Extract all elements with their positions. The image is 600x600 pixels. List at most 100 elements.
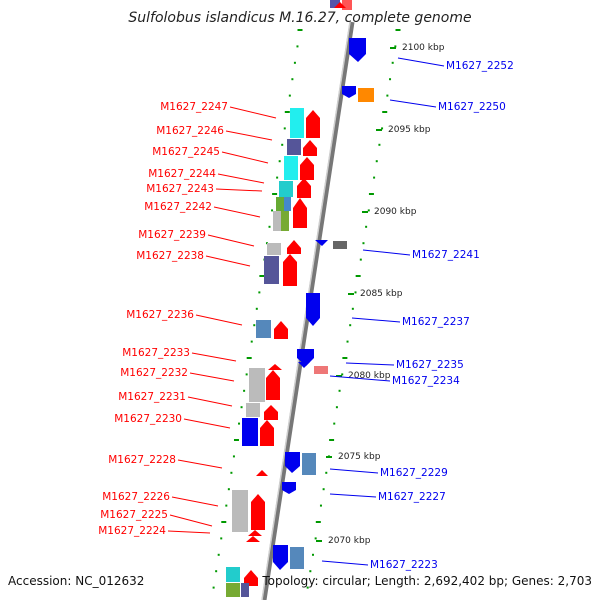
gene-label[interactable]: M1627_2233 xyxy=(122,347,190,359)
scale-label: 2095 kbp xyxy=(388,125,431,135)
gene-feature[interactable] xyxy=(242,418,258,446)
scale-tick xyxy=(316,540,322,542)
gene-feature[interactable] xyxy=(333,241,347,249)
gene-arrow[interactable] xyxy=(298,362,310,368)
gene-label[interactable]: M1627_2247 xyxy=(160,101,228,113)
gene-label[interactable]: M1627_2234 xyxy=(392,375,460,387)
gene-feature[interactable] xyxy=(226,567,240,582)
gene-arrow[interactable] xyxy=(256,470,268,476)
gene-feature[interactable] xyxy=(226,583,240,597)
gene-label[interactable]: M1627_2252 xyxy=(446,60,514,72)
scale-tick xyxy=(362,242,365,245)
gene-feature[interactable] xyxy=(276,197,284,211)
gene-feature[interactable] xyxy=(287,139,301,155)
gene-label[interactable]: M1627_2242 xyxy=(144,201,212,213)
gene-feature[interactable] xyxy=(290,108,304,138)
gene-label[interactable]: M1627_2227 xyxy=(378,491,446,503)
gene-arrow[interactable] xyxy=(293,198,307,228)
gene-arrow[interactable] xyxy=(248,530,262,536)
gene-feature[interactable] xyxy=(342,0,352,10)
gene-feature[interactable] xyxy=(256,320,271,338)
label-leader-line xyxy=(217,173,265,184)
scale-tick xyxy=(220,537,223,540)
gene-feature[interactable] xyxy=(232,490,248,532)
gene-arrow[interactable] xyxy=(260,420,274,446)
gene-arrow[interactable] xyxy=(264,405,278,420)
scale-tick xyxy=(378,143,381,146)
gene-arrow[interactable] xyxy=(268,364,282,370)
gene-label[interactable]: M1627_2228 xyxy=(108,454,176,466)
gene-label[interactable]: M1627_2224 xyxy=(98,525,166,537)
gene-label[interactable]: M1627_2232 xyxy=(120,367,188,379)
gene-arrow[interactable] xyxy=(282,482,296,494)
gene-feature[interactable] xyxy=(249,368,265,402)
gene-feature[interactable] xyxy=(358,88,374,102)
scale-tick xyxy=(265,242,268,245)
scale-tick xyxy=(271,209,274,212)
gene-label[interactable]: M1627_2237 xyxy=(402,316,470,328)
scale-tick xyxy=(243,389,246,392)
gene-feature[interactable] xyxy=(246,403,260,417)
gene-feature[interactable] xyxy=(302,453,316,475)
gene-feature[interactable] xyxy=(290,547,304,569)
scale-tick xyxy=(238,422,241,425)
label-leader-line xyxy=(362,249,411,256)
gene-label[interactable]: M1627_2231 xyxy=(118,391,186,403)
scale-tick xyxy=(293,61,296,64)
scale-tick xyxy=(232,455,235,458)
gene-label[interactable]: M1627_2238 xyxy=(136,250,204,262)
gene-feature[interactable] xyxy=(284,197,291,211)
gene-arrow[interactable] xyxy=(297,349,314,366)
scale-tick xyxy=(272,193,278,195)
label-leader-line xyxy=(205,255,251,267)
gene-arrow[interactable] xyxy=(244,570,258,586)
gene-feature[interactable] xyxy=(273,211,281,231)
gene-arrow[interactable] xyxy=(306,293,320,326)
scale-tick xyxy=(389,78,392,81)
gene-feature[interactable] xyxy=(330,0,340,8)
gene-label[interactable]: M1627_2230 xyxy=(114,413,182,425)
gene-feature[interactable] xyxy=(281,211,289,231)
gene-feature[interactable] xyxy=(264,256,279,284)
gene-arrow[interactable] xyxy=(306,110,320,138)
scale-tick xyxy=(276,176,279,179)
gene-label[interactable]: M1627_2246 xyxy=(156,125,224,137)
gene-feature[interactable] xyxy=(284,156,298,180)
gene-label[interactable]: M1627_2229 xyxy=(380,467,448,479)
gene-label[interactable]: M1627_2245 xyxy=(152,146,220,158)
gene-label[interactable]: M1627_2223 xyxy=(370,559,438,571)
gene-label[interactable]: M1627_2243 xyxy=(146,183,214,195)
gene-arrow[interactable] xyxy=(300,157,314,180)
gene-label[interactable]: M1627_2226 xyxy=(102,491,170,503)
gene-feature[interactable] xyxy=(314,366,328,374)
gene-feature[interactable] xyxy=(241,583,249,597)
scale-tick xyxy=(322,488,325,491)
gene-label[interactable]: M1627_2235 xyxy=(396,359,464,371)
gene-feature[interactable] xyxy=(267,243,281,255)
gene-label[interactable]: M1627_2241 xyxy=(412,249,480,261)
gene-arrow[interactable] xyxy=(266,370,280,400)
gene-feature[interactable] xyxy=(279,181,293,197)
gene-label[interactable]: M1627_2239 xyxy=(138,229,206,241)
gene-arrow[interactable] xyxy=(273,545,288,570)
gene-label[interactable]: M1627_2236 xyxy=(126,309,194,321)
gene-label[interactable]: M1627_2225 xyxy=(100,509,168,521)
gene-arrow[interactable] xyxy=(349,38,366,62)
gene-arrow[interactable] xyxy=(274,321,288,339)
gene-arrow[interactable] xyxy=(246,536,260,542)
gene-arrow[interactable] xyxy=(342,86,356,98)
scale-tick xyxy=(395,29,401,31)
gene-arrow[interactable] xyxy=(297,178,311,198)
gene-arrow[interactable] xyxy=(287,240,301,254)
scale-tick xyxy=(212,586,215,589)
gene-label[interactable]: M1627_2250 xyxy=(438,101,506,113)
gene-label[interactable]: M1627_2244 xyxy=(148,168,216,180)
left-tick-track xyxy=(212,29,303,589)
gene-arrow[interactable] xyxy=(285,452,300,473)
gene-arrow[interactable] xyxy=(251,494,265,530)
gene-arrow[interactable] xyxy=(283,254,297,286)
gene-arrow[interactable] xyxy=(315,240,328,246)
gene-arrow[interactable] xyxy=(334,2,346,8)
gene-arrow[interactable] xyxy=(303,140,317,156)
